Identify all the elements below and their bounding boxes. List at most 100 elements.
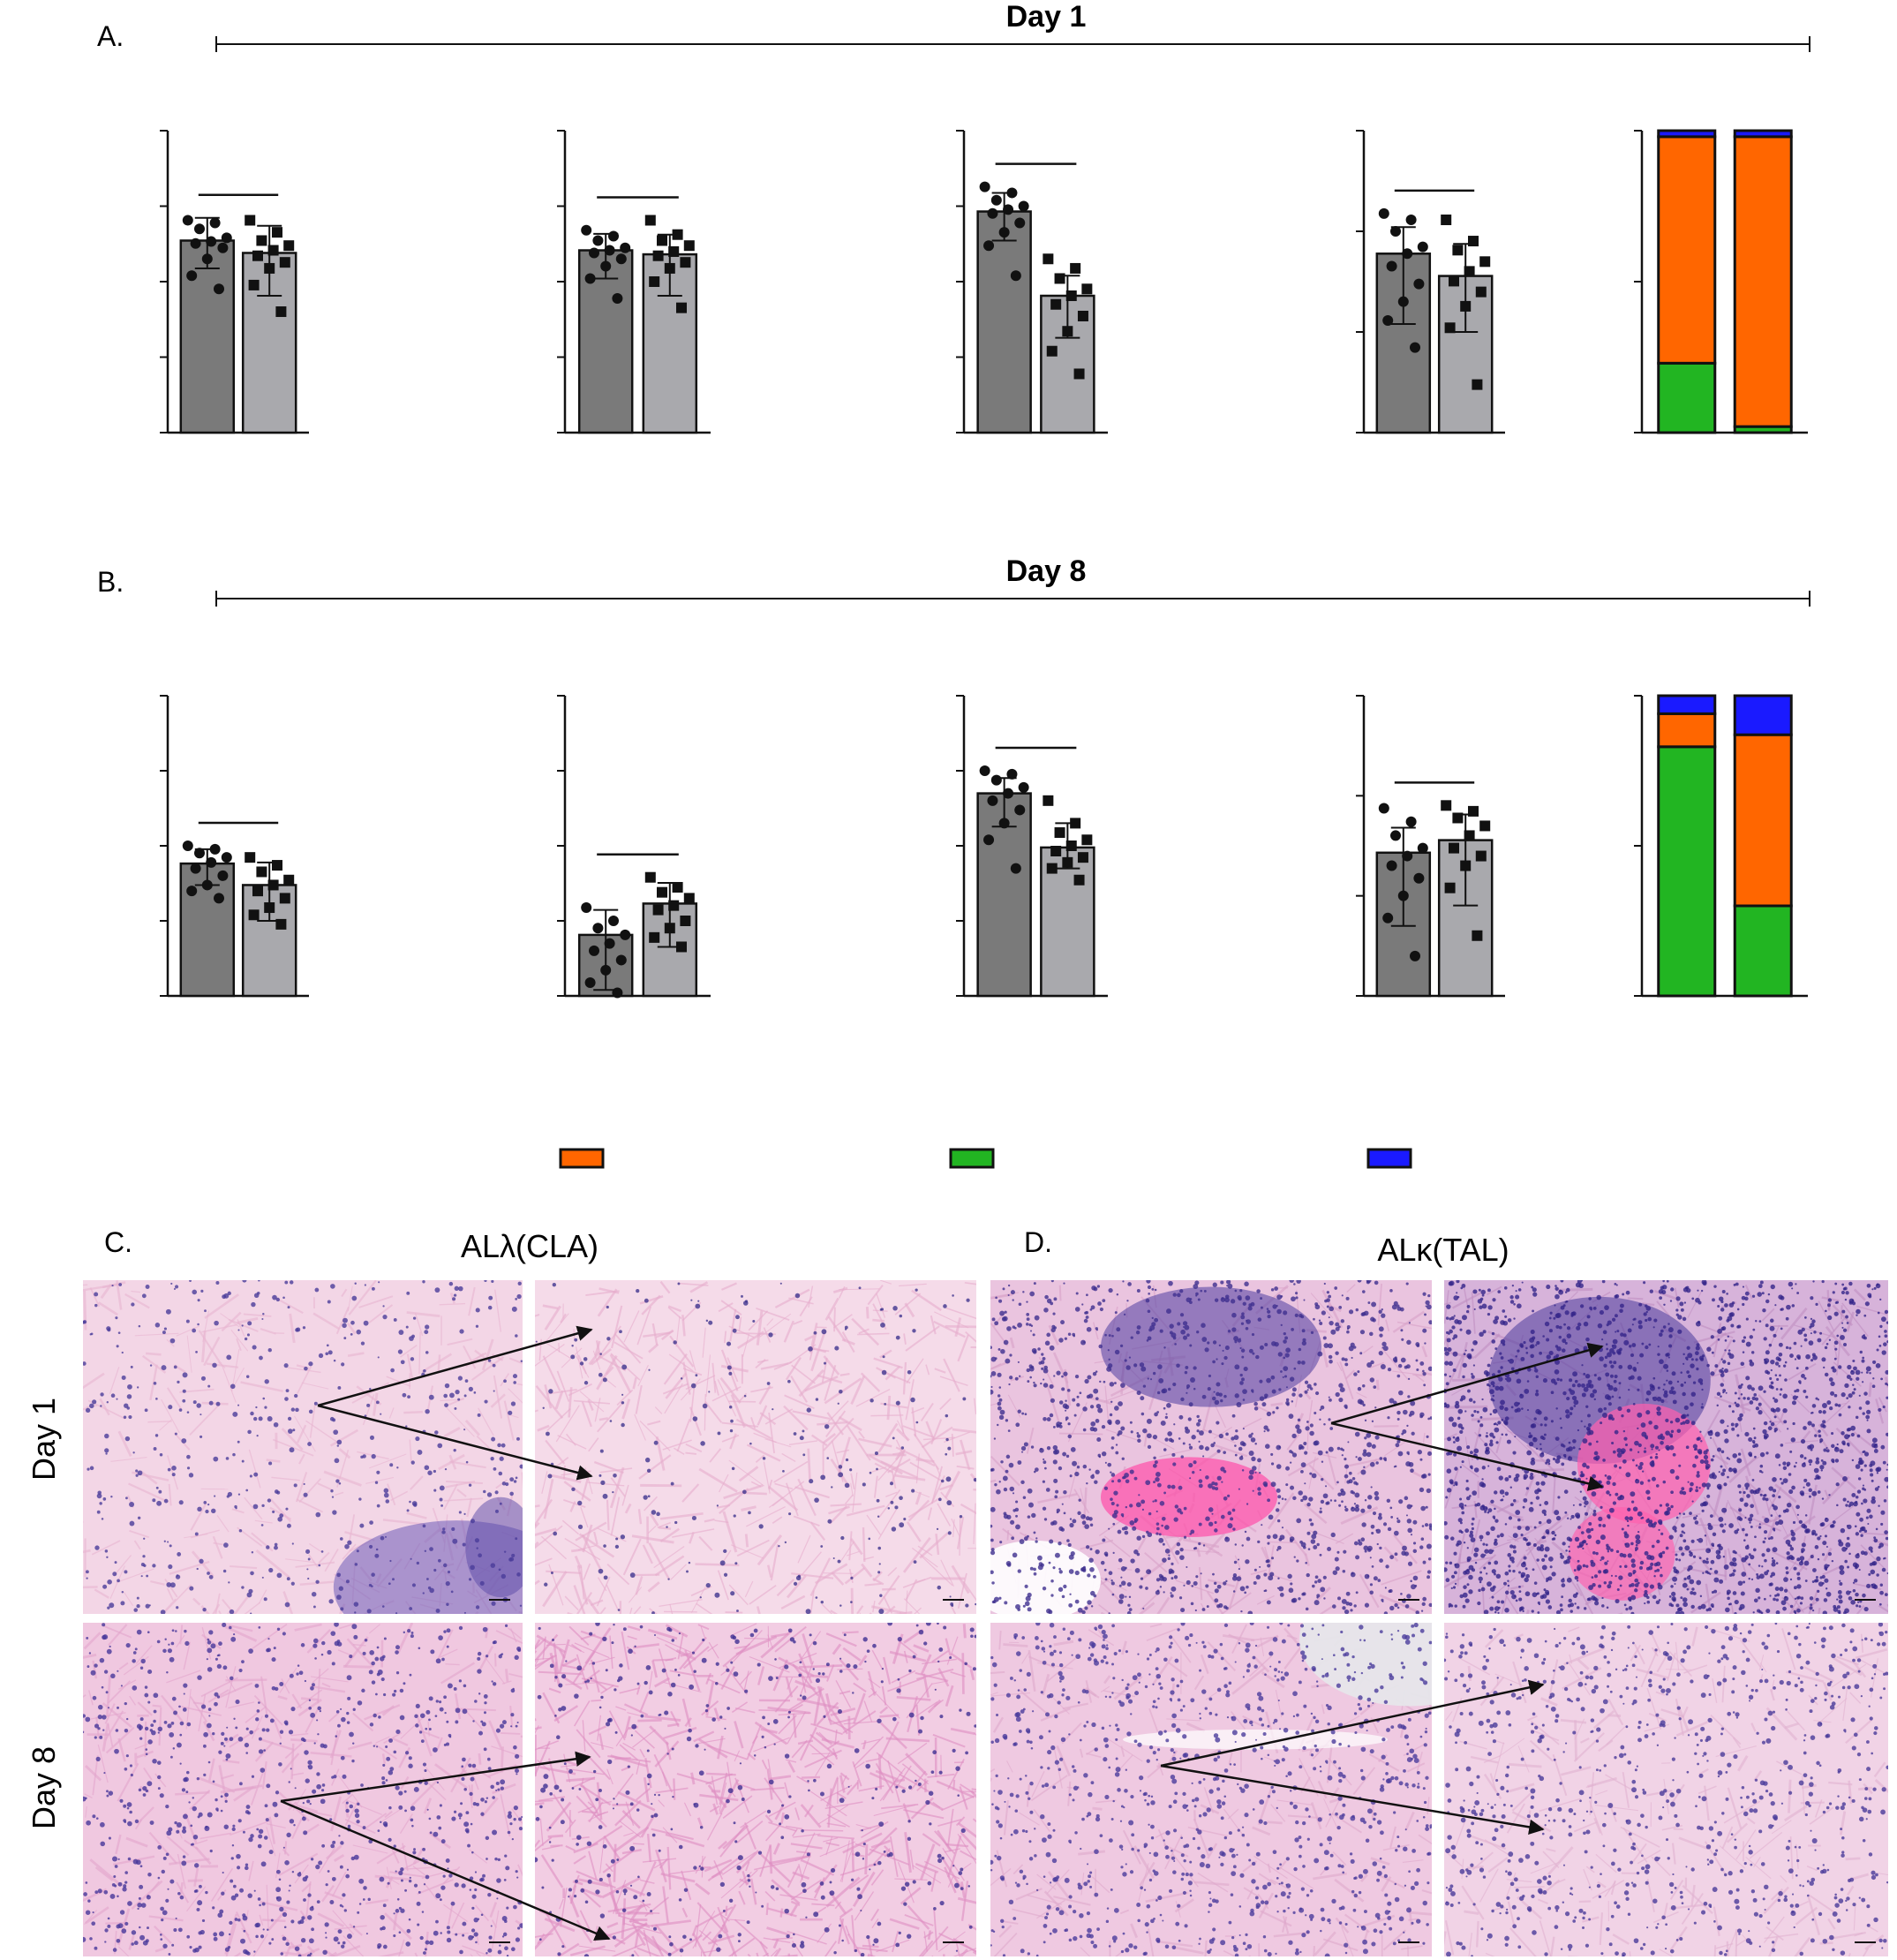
nucleus bbox=[1607, 1560, 1609, 1563]
data-point-square bbox=[683, 240, 695, 252]
fiber bbox=[814, 1563, 848, 1585]
nucleus bbox=[1241, 1544, 1244, 1547]
nucleus bbox=[579, 1361, 584, 1366]
nucleus bbox=[1396, 1410, 1401, 1415]
nucleus bbox=[1110, 1502, 1115, 1506]
nucleus bbox=[1765, 1497, 1769, 1502]
nucleus bbox=[1717, 1338, 1720, 1341]
nucleus bbox=[1825, 1446, 1828, 1450]
nucleus bbox=[1411, 1431, 1415, 1436]
nucleus bbox=[1311, 1584, 1315, 1588]
nucleus bbox=[318, 1564, 321, 1567]
nucleus bbox=[1487, 1313, 1491, 1316]
nucleus bbox=[197, 1506, 202, 1512]
nucleus bbox=[1487, 1511, 1490, 1514]
nucleus bbox=[459, 1329, 464, 1334]
nucleus bbox=[1108, 1287, 1113, 1293]
nucleus bbox=[422, 1429, 426, 1434]
nucleus bbox=[1504, 1416, 1509, 1421]
nucleus bbox=[1163, 1346, 1166, 1349]
nucleus bbox=[385, 1499, 390, 1504]
nucleus bbox=[1212, 1396, 1216, 1401]
nucleus bbox=[1193, 1460, 1197, 1465]
nucleus bbox=[1033, 1282, 1036, 1285]
nucleus bbox=[1603, 1363, 1607, 1368]
nucleus bbox=[1238, 1558, 1240, 1561]
nucleus bbox=[503, 1550, 507, 1553]
nucleus bbox=[1117, 1479, 1121, 1483]
nucleus bbox=[1773, 1333, 1777, 1338]
nucleus bbox=[1133, 1549, 1139, 1555]
nucleus bbox=[1285, 1466, 1291, 1471]
nucleus bbox=[1410, 1504, 1413, 1507]
nucleus bbox=[552, 1282, 557, 1287]
nucleus bbox=[1189, 1298, 1193, 1300]
nucleus bbox=[1063, 1584, 1067, 1589]
nucleus bbox=[1120, 1580, 1126, 1586]
nucleus bbox=[1681, 1530, 1684, 1534]
nucleus bbox=[1033, 1572, 1037, 1576]
nucleus bbox=[1196, 1421, 1201, 1427]
fiber bbox=[295, 1561, 335, 1568]
nucleus bbox=[772, 1408, 774, 1411]
nucleus bbox=[1682, 1512, 1685, 1515]
nucleus bbox=[1341, 1500, 1344, 1504]
nucleus bbox=[326, 1344, 329, 1347]
nucleus bbox=[1551, 1530, 1555, 1535]
nucleus bbox=[1275, 1508, 1280, 1512]
nucleus bbox=[1482, 1330, 1487, 1334]
nucleus bbox=[107, 1579, 112, 1585]
nucleus bbox=[1466, 1583, 1470, 1587]
fiber bbox=[1824, 1399, 1850, 1425]
nucleus bbox=[1598, 1584, 1602, 1588]
nucleus bbox=[1272, 1534, 1278, 1540]
fiber bbox=[832, 1286, 848, 1294]
nucleus bbox=[487, 1305, 493, 1310]
nucleus bbox=[1074, 1374, 1080, 1379]
nucleus bbox=[1396, 1306, 1402, 1311]
nucleus bbox=[1024, 1601, 1030, 1607]
nucleus bbox=[165, 1308, 171, 1315]
nucleus bbox=[515, 1298, 518, 1300]
nucleus bbox=[1304, 1390, 1308, 1394]
fiber bbox=[1052, 1352, 1069, 1384]
nucleus bbox=[1240, 1315, 1246, 1320]
nucleus bbox=[1129, 1469, 1134, 1474]
nucleus bbox=[491, 1280, 494, 1283]
fiber bbox=[866, 1514, 882, 1536]
fiber bbox=[1340, 1506, 1379, 1526]
nucleus bbox=[1449, 1561, 1453, 1565]
nucleus bbox=[347, 1540, 352, 1545]
nucleus bbox=[1345, 1602, 1350, 1606]
nucleus bbox=[1052, 1566, 1056, 1570]
nucleus bbox=[1795, 1367, 1799, 1370]
nucleus bbox=[1188, 1402, 1193, 1407]
nucleus bbox=[1875, 1527, 1878, 1531]
nucleus bbox=[457, 1398, 461, 1401]
fiber bbox=[1788, 1362, 1817, 1381]
nucleus bbox=[1623, 1436, 1628, 1441]
fiber bbox=[950, 1603, 957, 1614]
nucleus bbox=[1353, 1503, 1357, 1505]
fiber bbox=[957, 1334, 969, 1362]
nucleus bbox=[1500, 1499, 1502, 1502]
nucleus bbox=[990, 1570, 994, 1575]
fiber bbox=[776, 1579, 795, 1597]
nucleus bbox=[1426, 1543, 1432, 1549]
nucleus bbox=[716, 1504, 719, 1507]
nucleus bbox=[1880, 1316, 1886, 1323]
data-point-square bbox=[1452, 245, 1464, 256]
nucleus bbox=[1314, 1575, 1319, 1579]
fiber bbox=[848, 1531, 853, 1561]
nucleus bbox=[570, 1354, 576, 1360]
nucleus bbox=[598, 1372, 603, 1377]
fiber bbox=[312, 1312, 341, 1331]
nucleus bbox=[1129, 1520, 1135, 1526]
fiber bbox=[1202, 1542, 1223, 1557]
nucleus bbox=[1364, 1549, 1367, 1553]
nucleus bbox=[1319, 1553, 1322, 1557]
fiber bbox=[1627, 1297, 1644, 1300]
data-point-circle bbox=[1018, 200, 1029, 212]
nucleus bbox=[1709, 1572, 1712, 1575]
nucleus bbox=[1266, 1534, 1271, 1540]
